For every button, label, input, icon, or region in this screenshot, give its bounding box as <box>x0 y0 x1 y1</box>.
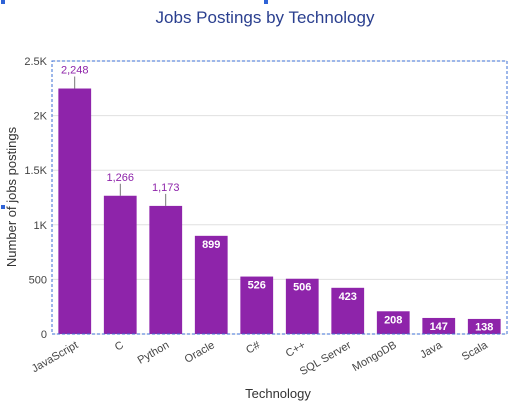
value-label: 1,266 <box>106 172 134 184</box>
y-axis-title: Number of jobs postings <box>4 126 19 267</box>
value-label: 138 <box>475 321 493 333</box>
x-tick-label: SQL Server <box>298 339 354 378</box>
frame-corner-marker-left <box>1 0 5 4</box>
bar <box>331 287 365 334</box>
y-tick-label: 0 <box>41 329 47 341</box>
x-tick-label: Oracle <box>183 339 217 366</box>
bar <box>376 311 410 334</box>
x-tick-label: JavaScript <box>30 339 80 375</box>
y-tick-label: 1K <box>34 220 48 232</box>
value-label: 526 <box>248 280 266 292</box>
y-tick-label: 500 <box>29 274 47 286</box>
value-label: 506 <box>293 282 311 294</box>
value-label: 423 <box>339 291 357 303</box>
y-tick-label: 2K <box>34 111 48 123</box>
bar <box>58 88 92 334</box>
frame-corner-marker-mid <box>264 0 268 4</box>
bar <box>240 276 274 334</box>
value-label: 899 <box>202 239 220 251</box>
bars <box>58 88 501 334</box>
bar <box>422 317 456 334</box>
bar <box>149 205 183 334</box>
x-axis-title: Technology <box>245 386 311 401</box>
x-tick-labels: JavaScript C Python Oracle C# C++SQL ServerMo… <box>30 339 491 378</box>
value-labels: 2,248 1,266 1,173 899 526 506 423 208 147 138 <box>61 65 493 334</box>
frame-corner-marker-edge <box>1 205 5 209</box>
bar <box>467 318 501 334</box>
x-tick-label: Scala <box>460 339 491 364</box>
y-tick-labels: 0 500 1K 1.5K 2K 2.5K <box>24 56 47 341</box>
bar <box>285 278 319 334</box>
x-tick-label: MongoDB <box>350 339 398 374</box>
bar <box>194 235 228 334</box>
chart-title: Jobs Postings by Technology <box>156 8 375 27</box>
value-label: 208 <box>384 314 402 326</box>
x-tick-label: C# <box>244 339 263 357</box>
x-tick-label: C++ <box>284 339 308 360</box>
x-tick-label: Java <box>418 339 445 361</box>
y-tick-label: 2.5K <box>24 56 47 68</box>
value-label: 1,173 <box>152 182 180 194</box>
y-tick-label: 1.5K <box>24 165 47 177</box>
value-label: 2,248 <box>61 65 89 77</box>
bar <box>103 195 137 334</box>
x-tick-label: C <box>113 339 126 353</box>
plot-frame <box>51 60 508 335</box>
value-label: 147 <box>430 321 448 333</box>
x-tick-label: Python <box>136 339 172 367</box>
